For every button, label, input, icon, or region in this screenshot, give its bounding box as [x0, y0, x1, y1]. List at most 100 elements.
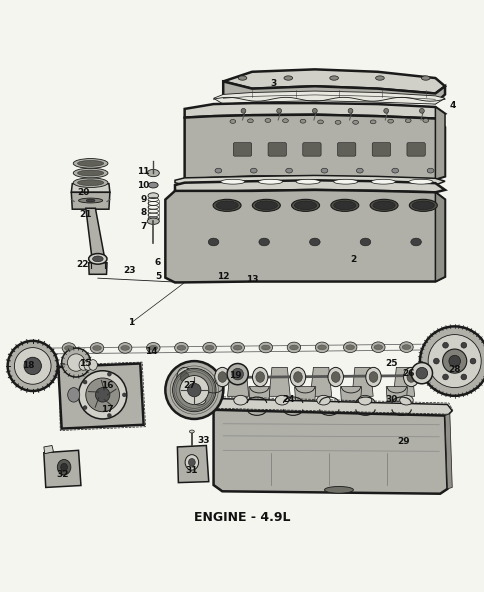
- Circle shape: [83, 380, 87, 384]
- Circle shape: [187, 383, 200, 397]
- Polygon shape: [175, 175, 444, 185]
- Polygon shape: [71, 192, 110, 209]
- Ellipse shape: [282, 119, 288, 123]
- Ellipse shape: [403, 368, 418, 387]
- Ellipse shape: [188, 459, 195, 466]
- Circle shape: [241, 108, 245, 113]
- Text: 15: 15: [79, 359, 92, 368]
- Polygon shape: [248, 387, 270, 401]
- Circle shape: [433, 358, 439, 364]
- Ellipse shape: [334, 120, 340, 124]
- Circle shape: [442, 349, 466, 373]
- Ellipse shape: [92, 346, 101, 350]
- Text: 28: 28: [448, 365, 460, 374]
- Ellipse shape: [68, 388, 79, 402]
- Circle shape: [415, 368, 427, 379]
- Text: 17: 17: [101, 405, 114, 414]
- Ellipse shape: [73, 178, 108, 188]
- Ellipse shape: [214, 368, 229, 387]
- Ellipse shape: [410, 238, 421, 246]
- Ellipse shape: [368, 372, 377, 382]
- Polygon shape: [213, 91, 444, 104]
- Ellipse shape: [215, 201, 238, 210]
- Circle shape: [448, 355, 459, 367]
- Polygon shape: [177, 446, 208, 482]
- FancyBboxPatch shape: [302, 143, 320, 156]
- FancyBboxPatch shape: [268, 143, 286, 156]
- Circle shape: [276, 108, 281, 113]
- Ellipse shape: [356, 168, 363, 173]
- Circle shape: [442, 342, 448, 348]
- Polygon shape: [227, 368, 248, 396]
- Circle shape: [15, 348, 51, 384]
- Ellipse shape: [264, 118, 270, 123]
- Circle shape: [107, 414, 111, 417]
- Polygon shape: [175, 181, 444, 192]
- Ellipse shape: [121, 346, 129, 350]
- Ellipse shape: [387, 119, 393, 123]
- Text: 24: 24: [281, 395, 294, 404]
- Ellipse shape: [408, 179, 432, 184]
- Circle shape: [460, 342, 466, 348]
- Ellipse shape: [77, 170, 104, 176]
- Ellipse shape: [212, 200, 241, 211]
- Ellipse shape: [320, 168, 327, 173]
- Ellipse shape: [233, 395, 247, 405]
- Text: 27: 27: [183, 381, 196, 390]
- Ellipse shape: [391, 168, 398, 173]
- Text: 12: 12: [216, 272, 229, 281]
- Ellipse shape: [238, 76, 246, 80]
- Ellipse shape: [372, 201, 394, 210]
- Polygon shape: [385, 387, 407, 401]
- Ellipse shape: [317, 120, 323, 124]
- Ellipse shape: [358, 395, 371, 405]
- Ellipse shape: [300, 119, 305, 123]
- Circle shape: [348, 108, 352, 113]
- Ellipse shape: [89, 360, 97, 370]
- Ellipse shape: [148, 193, 158, 198]
- Ellipse shape: [92, 256, 103, 262]
- Ellipse shape: [230, 342, 244, 353]
- Circle shape: [8, 341, 58, 391]
- Circle shape: [312, 108, 317, 113]
- Ellipse shape: [218, 372, 227, 382]
- Circle shape: [227, 363, 248, 385]
- Ellipse shape: [90, 343, 104, 353]
- Ellipse shape: [177, 368, 192, 387]
- Ellipse shape: [422, 118, 428, 123]
- Ellipse shape: [62, 343, 76, 353]
- FancyBboxPatch shape: [371, 143, 390, 156]
- Ellipse shape: [285, 168, 292, 173]
- Ellipse shape: [343, 342, 356, 353]
- Text: 22: 22: [76, 260, 89, 269]
- Text: 19: 19: [228, 371, 241, 380]
- Text: 5: 5: [155, 272, 161, 281]
- Text: 10: 10: [137, 181, 150, 189]
- Ellipse shape: [247, 119, 253, 123]
- Ellipse shape: [57, 459, 71, 475]
- Polygon shape: [435, 107, 444, 179]
- Ellipse shape: [426, 168, 433, 173]
- Ellipse shape: [258, 342, 272, 353]
- Ellipse shape: [250, 168, 257, 173]
- Text: 11: 11: [137, 167, 150, 176]
- Ellipse shape: [73, 159, 108, 168]
- Ellipse shape: [208, 238, 218, 246]
- Ellipse shape: [255, 201, 277, 210]
- Polygon shape: [351, 368, 372, 396]
- Polygon shape: [89, 263, 107, 274]
- Ellipse shape: [345, 345, 354, 350]
- Polygon shape: [310, 368, 331, 396]
- Ellipse shape: [89, 253, 107, 264]
- Ellipse shape: [205, 345, 213, 350]
- Polygon shape: [269, 368, 289, 396]
- Ellipse shape: [399, 395, 412, 405]
- Polygon shape: [44, 446, 53, 453]
- Text: 26: 26: [402, 369, 414, 378]
- Ellipse shape: [316, 395, 330, 405]
- FancyBboxPatch shape: [233, 143, 251, 156]
- Text: 8: 8: [140, 208, 147, 217]
- Text: 32: 32: [57, 470, 69, 479]
- Text: 9: 9: [140, 195, 147, 204]
- Ellipse shape: [214, 168, 221, 173]
